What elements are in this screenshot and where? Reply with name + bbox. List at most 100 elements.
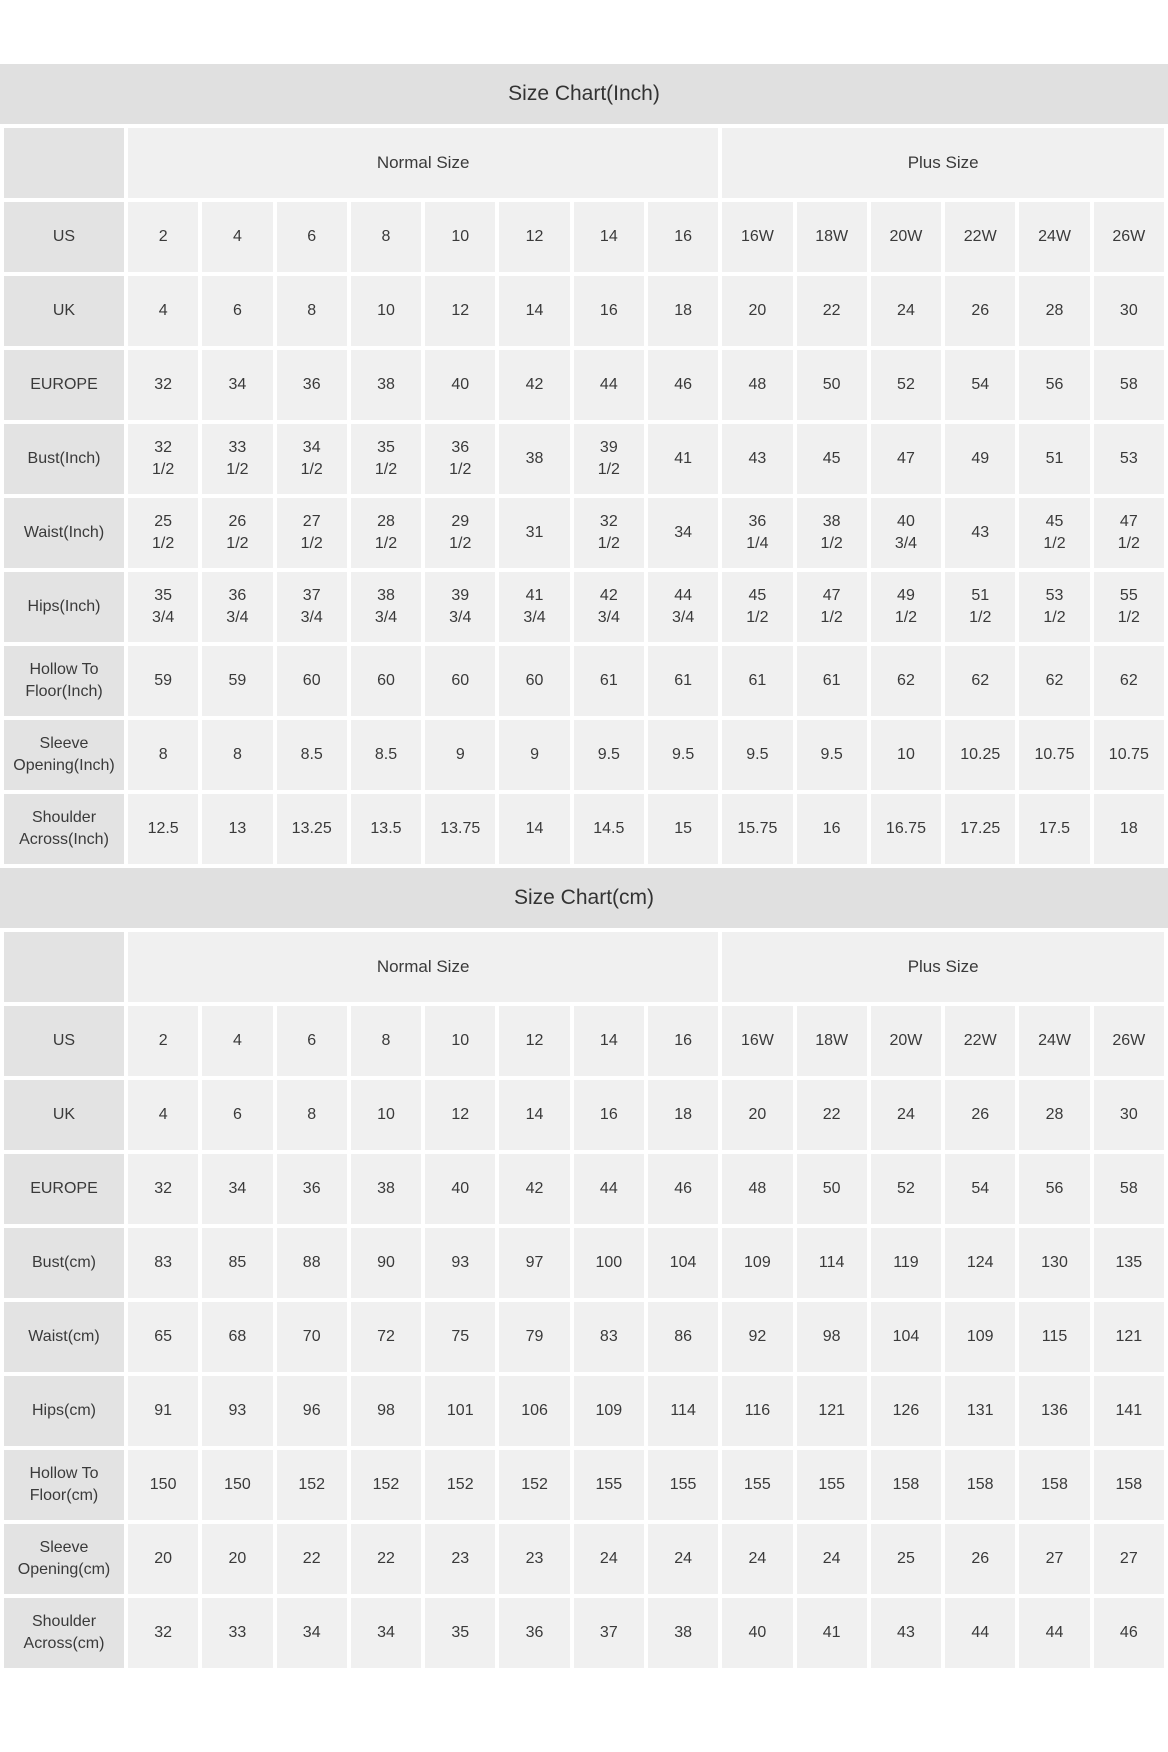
table-row: Bust(Inch) 32 1/2 33 1/2 34 1/2 35 1/2 36 1/2…	[4, 424, 1164, 494]
size-value-cell: 14	[573, 1006, 644, 1076]
size-value-cell: 18W	[796, 202, 867, 272]
size-value-cell: 131	[945, 1376, 1016, 1446]
size-value-cell: 27 1/2	[276, 498, 347, 568]
size-value-cell: 27	[1019, 1524, 1090, 1594]
size-value-cell: 44 3/4	[647, 572, 719, 642]
size-value-cell: 104	[870, 1302, 942, 1372]
group-header-cell: Normal Size	[128, 128, 719, 198]
size-value-cell: 124	[945, 1228, 1016, 1298]
row-label: Hollow To Floor(cm)	[4, 1450, 124, 1520]
size-value-cell: 8.5	[350, 720, 422, 790]
size-value-cell: 9	[425, 720, 496, 790]
size-value-cell: 14	[499, 276, 570, 346]
size-value-cell: 33	[202, 1598, 273, 1668]
table-row: Sleeve Opening(Inch) 8 8 8.5 8.5 9 9 9.5 9.5 9.5 9…	[4, 720, 1164, 790]
size-value-cell: 32 1/2	[573, 498, 644, 568]
size-value-cell: 23	[499, 1524, 570, 1594]
size-value-cell: 45 1/2	[722, 572, 793, 642]
size-value-cell: 100	[573, 1228, 644, 1298]
size-value-cell: 55 1/2	[1093, 572, 1164, 642]
size-value-cell: 61	[573, 646, 644, 716]
size-value-cell: 42	[499, 1154, 570, 1224]
table-row: Waist(Inch) 25 1/2 26 1/2 27 1/2 28 1/2 29 1/…	[4, 498, 1164, 568]
size-value-cell: 8	[350, 1006, 422, 1076]
size-value-cell: 20	[202, 1524, 273, 1594]
size-value-cell: 24	[870, 276, 942, 346]
size-value-cell: 98	[350, 1376, 422, 1446]
size-value-cell: 34	[202, 1154, 273, 1224]
size-value-cell: 135	[1093, 1228, 1164, 1298]
size-value-cell: 49 1/2	[870, 572, 942, 642]
size-value-cell: 85	[202, 1228, 273, 1298]
size-value-cell: 32	[128, 1598, 199, 1668]
size-value-cell: 24	[870, 1080, 942, 1150]
size-value-cell: 79	[499, 1302, 570, 1372]
size-value-cell: 44	[573, 1154, 644, 1224]
size-value-cell: 31	[499, 498, 570, 568]
size-value-cell: 47 1/2	[1093, 498, 1164, 568]
size-value-cell: 28	[1019, 1080, 1090, 1150]
size-value-cell: 70	[276, 1302, 347, 1372]
size-value-cell: 36	[276, 350, 347, 420]
size-value-cell: 45	[796, 424, 867, 494]
size-value-cell: 104	[647, 1228, 719, 1298]
size-value-cell: 60	[499, 646, 570, 716]
size-value-cell: 8	[276, 276, 347, 346]
table-row: Bust(cm) 83 85 88 90 93 97 100 104 109 114 119 124 13…	[4, 1228, 1164, 1298]
size-chart-cm-title: Size Chart(cm)	[0, 868, 1168, 928]
size-value-cell: 48	[722, 350, 793, 420]
size-value-cell: 22W	[945, 202, 1016, 272]
size-value-cell: 9.5	[722, 720, 793, 790]
size-value-cell: 18	[1093, 794, 1164, 864]
size-value-cell: 10.25	[945, 720, 1016, 790]
size-value-cell: 34	[647, 498, 719, 568]
size-value-cell: 26 1/2	[202, 498, 273, 568]
size-value-cell: 40	[722, 1598, 793, 1668]
size-value-cell: 47 1/2	[796, 572, 867, 642]
size-value-cell: 44	[573, 350, 644, 420]
size-value-cell: 14	[573, 202, 644, 272]
row-label: Waist(cm)	[4, 1302, 124, 1372]
size-value-cell: 10	[350, 1080, 422, 1150]
size-value-cell: 60	[350, 646, 422, 716]
size-value-cell: 43	[945, 498, 1016, 568]
size-value-cell: 62	[945, 646, 1016, 716]
size-value-cell: 50	[796, 1154, 867, 1224]
row-label: Sleeve Opening(Inch)	[4, 720, 124, 790]
size-value-cell: 62	[870, 646, 942, 716]
size-value-cell: 46	[1093, 1598, 1164, 1668]
size-value-cell: 155	[573, 1450, 644, 1520]
table-row: US 2 4 6 8 10 12 14 16 16W 18W 20W 22W 24W 26W	[4, 1006, 1164, 1076]
size-value-cell: 36 1/4	[722, 498, 793, 568]
size-value-cell: 155	[647, 1450, 719, 1520]
size-value-cell: 12	[499, 1006, 570, 1076]
size-value-cell: 158	[870, 1450, 942, 1520]
group-header-cell: Normal Size	[128, 932, 719, 1002]
size-value-cell: 158	[1093, 1450, 1164, 1520]
row-label: EUROPE	[4, 1154, 124, 1224]
corner-cell	[4, 932, 124, 1002]
size-value-cell: 83	[573, 1302, 644, 1372]
size-value-cell: 40	[425, 1154, 496, 1224]
size-value-cell: 16	[573, 276, 644, 346]
size-value-cell: 114	[796, 1228, 867, 1298]
size-value-cell: 12	[499, 202, 570, 272]
group-header-cell: Plus Size	[722, 932, 1164, 1002]
size-value-cell: 25	[870, 1524, 942, 1594]
size-value-cell: 42 3/4	[573, 572, 644, 642]
size-value-cell: 38	[350, 1154, 422, 1224]
size-value-cell: 38 1/2	[796, 498, 867, 568]
size-value-cell: 18W	[796, 1006, 867, 1076]
size-value-cell: 44	[945, 1598, 1016, 1668]
size-value-cell: 52	[870, 1154, 942, 1224]
size-value-cell: 16W	[722, 1006, 793, 1076]
size-value-cell: 9.5	[573, 720, 644, 790]
size-value-cell: 152	[425, 1450, 496, 1520]
size-value-cell: 22	[276, 1524, 347, 1594]
size-value-cell: 20W	[870, 202, 942, 272]
size-value-cell: 26	[945, 1524, 1016, 1594]
size-value-cell: 8	[128, 720, 199, 790]
size-value-cell: 24W	[1019, 202, 1090, 272]
size-value-cell: 42	[499, 350, 570, 420]
size-value-cell: 158	[945, 1450, 1016, 1520]
